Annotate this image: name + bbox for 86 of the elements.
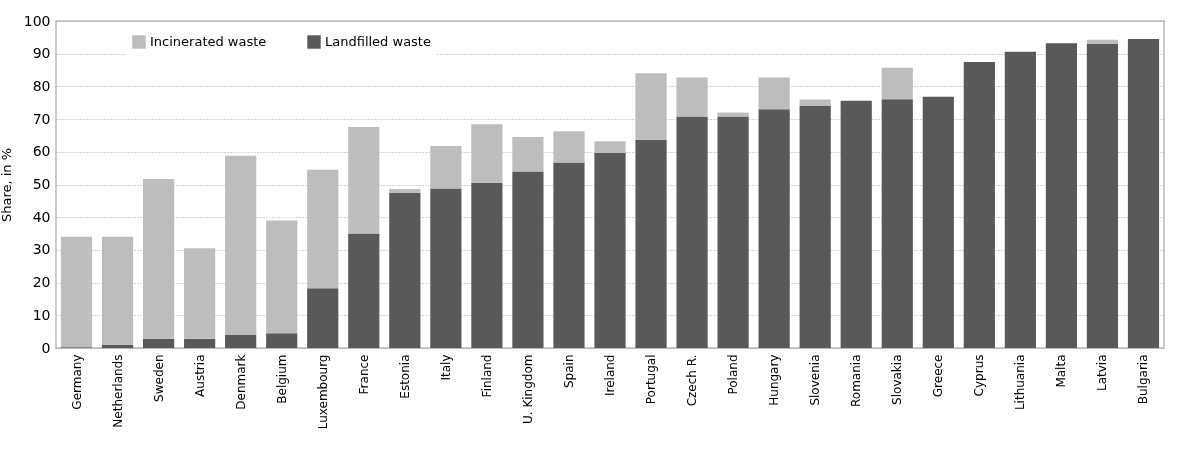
bar (676, 77, 708, 117)
bar (471, 182, 503, 348)
x-tick-label: Finland (479, 354, 494, 398)
y-tick-label: 90 (32, 45, 51, 62)
bar (758, 109, 790, 348)
bar (676, 116, 708, 348)
x-tick-label: Hungary (767, 354, 782, 406)
bar (1004, 51, 1036, 348)
x-tick-label: Poland (726, 354, 741, 395)
x-tick-label: Greece (931, 354, 946, 398)
x-tick-label: Netherlands (110, 354, 125, 428)
x-tick-label: Italy (438, 354, 453, 381)
x-tick-label: Latvia (1095, 354, 1110, 392)
bar (799, 99, 831, 107)
legend-label: Landfilled waste (325, 34, 431, 49)
x-tick-label: Germany (69, 354, 84, 410)
bar (307, 288, 339, 348)
bar (594, 141, 626, 153)
x-tick-label: Romania (849, 354, 864, 407)
y-tick-label: 40 (32, 208, 51, 225)
bar (553, 162, 585, 348)
y-tick-label: 70 (32, 110, 51, 127)
x-tick-label: Slovakia (890, 354, 905, 405)
y-tick-label: 80 (32, 77, 51, 94)
bar (594, 152, 626, 348)
bar (1127, 38, 1160, 348)
x-tick-label: Estonia (397, 354, 412, 399)
x-tick-label: Austria (192, 354, 207, 397)
x-tick-label: Spain (561, 354, 576, 389)
bar (881, 99, 913, 348)
bar (635, 73, 667, 140)
bar (348, 126, 380, 234)
bar (348, 233, 380, 348)
bar (266, 333, 298, 348)
y-tick-label: 0 (41, 339, 51, 356)
x-tick-label: Bulgaria (1136, 354, 1151, 405)
bar (471, 124, 503, 183)
bar (101, 344, 134, 348)
bar (430, 145, 462, 189)
x-tick-label: U. Kingdom (520, 354, 535, 424)
x-tick-label: France (356, 354, 371, 395)
bar (307, 169, 339, 289)
y-tick-label: 10 (32, 306, 51, 323)
bar (635, 139, 667, 348)
bar (143, 338, 175, 348)
x-tick-label: Luxembourg (315, 354, 330, 430)
bar (512, 137, 544, 172)
bar (101, 236, 134, 345)
bar (1086, 39, 1119, 44)
bar (881, 67, 913, 100)
y-tick-label: 100 (23, 12, 51, 29)
bar (143, 178, 175, 339)
y-tick-label: 50 (32, 176, 51, 192)
bar (963, 61, 995, 348)
bar (799, 106, 831, 348)
bar (389, 189, 421, 193)
x-tick-label: Belgium (274, 354, 289, 404)
bar (225, 334, 257, 348)
bar (1045, 43, 1077, 348)
bar (922, 96, 954, 348)
bar (266, 220, 298, 334)
x-tick-label: Sweden (151, 354, 166, 402)
bar (184, 338, 216, 348)
y-tick-label: 20 (32, 274, 51, 291)
legend-label: Incinerated waste (150, 34, 267, 49)
x-tick-label: Portugal (644, 354, 659, 405)
x-tick-label: Lithuania (1013, 354, 1028, 411)
x-tick-label: Ireland (603, 354, 617, 397)
x-tick-label: Czech R. (685, 354, 700, 407)
y-tick-label: 60 (32, 143, 51, 160)
bar (717, 116, 749, 348)
y-axis-title: Share, in % (0, 147, 14, 223)
bar (512, 171, 544, 348)
x-tick-label: Malta (1054, 354, 1069, 388)
y-tick-label: 30 (32, 241, 51, 258)
x-tick-label: Denmark (233, 354, 248, 410)
bar (225, 155, 257, 335)
bar (1086, 43, 1119, 348)
bar (840, 100, 872, 348)
bar (430, 188, 462, 348)
bar (184, 248, 216, 339)
bar (758, 77, 790, 110)
bar (553, 131, 585, 163)
x-tick-label: Slovenia (808, 354, 823, 406)
bar (389, 193, 421, 348)
x-tick-label: Cyprus (972, 354, 987, 397)
